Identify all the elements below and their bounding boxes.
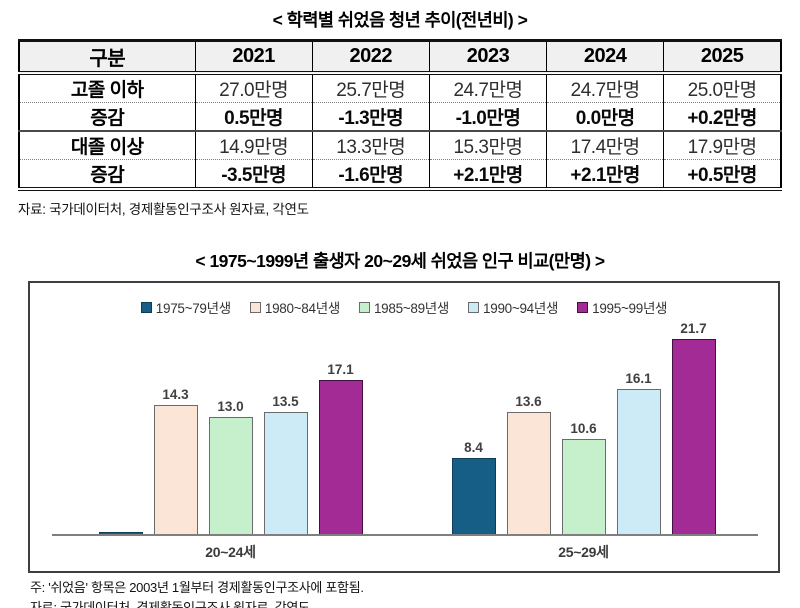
birth-cohort-bar-chart: 1975~79년생 1980~84년생 1985~89년생 1990~94년생 …	[28, 281, 780, 573]
x-axis	[52, 534, 758, 536]
table-title: < 학력별 쉬었음 청년 추이(전년비) >	[272, 10, 528, 30]
bar-value-label: 8.4	[464, 440, 483, 455]
bar-1975~79년생-25~29세: 8.4	[451, 440, 496, 534]
legend-swatch-1990-94	[468, 301, 480, 313]
chart-title: < 1975~1999년 출생자 20~29세 쉬었음 인구 비교(만명) >	[195, 251, 605, 271]
bar-value-label: 16.1	[625, 371, 652, 386]
legend-item: 1975~79년생	[140, 297, 231, 317]
table-cell-highlighted: +2.1만명	[546, 159, 664, 189]
legend-label: 1980~84년생	[264, 301, 340, 316]
table-cell: 17.9만명	[663, 131, 781, 160]
bar-1990~94년생-20~24세: 13.5	[263, 394, 308, 534]
column-header: 2024	[546, 40, 664, 75]
table-cell: 24.7만명	[428, 73, 547, 103]
bar-1975~79년생-20~24세	[98, 532, 143, 534]
column-header: 2021	[194, 40, 313, 75]
bar-value-label: 10.6	[570, 421, 597, 436]
table-cell: -3.5만명	[194, 159, 313, 189]
column-header: 2022	[311, 40, 430, 75]
row-label: 증감	[19, 102, 195, 132]
bar-groups: 14.3 13.0 13.5 17.1 8.4 13.6 10.6 16.1 21.7	[54, 316, 760, 534]
table-cell: 27.0만명	[194, 73, 313, 103]
bar-1980~84년생-25~29세: 13.6	[506, 394, 551, 534]
legend-item: 1980~84년생	[249, 297, 340, 317]
bar-1985~89년생-25~29세: 10.6	[561, 421, 606, 534]
table-cell: +0.2만명	[663, 102, 781, 132]
bar-value-label: 21.7	[680, 321, 707, 336]
table-cell: -1.6만명	[311, 159, 430, 189]
row-label: 고졸 이하	[19, 73, 195, 103]
table-cell-highlighted: +2.1만명	[428, 159, 547, 189]
table-cell: -1.3만명	[311, 102, 430, 132]
column-header: 2023	[428, 40, 547, 75]
category-label: 20~24세	[205, 544, 256, 560]
table-cell: 13.3만명	[311, 131, 430, 160]
table-cell: -1.0만명	[428, 102, 547, 132]
bar-value-label: 17.1	[327, 362, 354, 377]
category-labels: 20~24세 25~29세	[54, 542, 760, 562]
table-cell: 17.4만명	[546, 131, 664, 160]
legend-item: 1985~89년생	[358, 297, 450, 317]
legend-swatch-1980-84	[249, 301, 261, 313]
table-cell: 14.9만명	[194, 131, 313, 160]
table-row: 대졸 이상 14.9만명 13.3만명 15.3만명 17.4만명 17.9만명	[19, 131, 781, 160]
row-label: 대졸 이상	[19, 131, 195, 160]
table-cell: 0.0만명	[546, 102, 664, 132]
legend-label: 1990~94년생	[483, 301, 559, 316]
bar-1995~99년생-25~29세: 21.7	[671, 321, 716, 534]
chart-note: 주: '쉬었음' 항목은 2003년 1월부터 경제활동인구조사에 포함됨.	[30, 580, 364, 595]
table-cell-highlighted: +0.5만명	[663, 159, 781, 189]
column-header: 구분	[19, 40, 195, 75]
table-cell: 0.5만명	[194, 102, 313, 132]
bar-value-label: 13.5	[272, 394, 299, 409]
table-row: 증감 0.5만명 -1.3만명 -1.0만명 0.0만명 +0.2만명	[19, 102, 781, 132]
bar-group-25-29: 8.4 13.6 10.6 16.1 21.7	[407, 316, 760, 534]
bar-group-20-24: 14.3 13.0 13.5 17.1	[54, 316, 407, 534]
bar-value-label: 13.6	[515, 394, 542, 409]
row-label: 증감	[90, 165, 125, 186]
legend-label: 1975~79년생	[155, 301, 231, 316]
legend-swatch-1985-89	[358, 301, 370, 313]
table-cell: 25.7만명	[311, 73, 430, 103]
bar-value-label: 14.3	[162, 387, 189, 402]
table-source: 자료: 국가데이터처, 경제활동인구조사 원자료, 각연도	[18, 202, 309, 217]
legend-label: 1995~99년생	[592, 301, 668, 316]
bar-1985~89년생-20~24세: 13.0	[208, 399, 253, 534]
chart-source: 자료: 국가데이터처, 경제활동인구조사 원자료, 각연도	[30, 600, 310, 608]
category-label: 25~29세	[558, 544, 609, 560]
legend-item: 1990~94년생	[468, 297, 558, 317]
table-cell: 15.3만명	[428, 131, 547, 160]
table-header-row: 구분 2021 2022 2023 2024 2025	[19, 40, 781, 75]
legend-swatch-1995-99	[577, 301, 589, 313]
table-cell: 25.0만명	[663, 73, 781, 103]
table-row: 고졸 이하 27.0만명 25.7만명 24.7만명 24.7만명 25.0만명	[19, 73, 781, 103]
chart-legend: 1975~79년생 1980~84년생 1985~89년생 1990~94년생 …	[30, 297, 778, 317]
bar-1995~99년생-20~24세: 17.1	[318, 362, 363, 534]
bar-value-label: 13.0	[217, 399, 244, 414]
legend-item: 1995~99년생	[577, 297, 667, 317]
legend-swatch-1975-79	[140, 301, 152, 313]
education-trend-table: 구분 2021 2022 2023 2024 2025 고졸 이하 27.0만명…	[18, 39, 782, 191]
table-cell: 24.7만명	[546, 73, 664, 103]
bar-1980~84년생-20~24세: 14.3	[153, 387, 198, 534]
table-row: 증감 -3.5만명 -1.6만명 +2.1만명 +2.1만명 +0.5만명	[19, 159, 781, 189]
bar-1990~94년생-25~29세: 16.1	[616, 371, 661, 534]
column-header: 2025	[663, 40, 781, 75]
legend-label: 1985~89년생	[373, 301, 450, 316]
